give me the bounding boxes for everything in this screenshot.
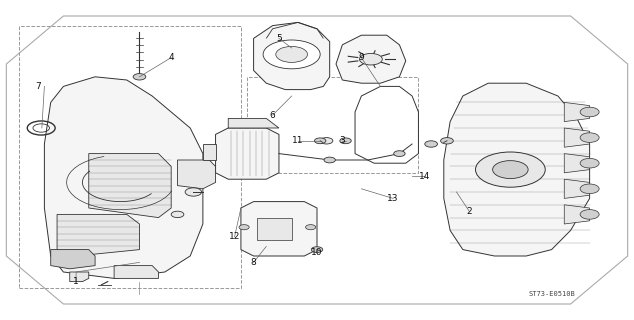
Circle shape <box>314 138 326 144</box>
Circle shape <box>580 133 599 142</box>
Bar <box>257 218 292 240</box>
Text: 12: 12 <box>229 232 240 241</box>
Polygon shape <box>44 77 203 278</box>
Circle shape <box>493 161 528 179</box>
Circle shape <box>580 107 599 117</box>
Circle shape <box>580 158 599 168</box>
Circle shape <box>580 184 599 194</box>
Circle shape <box>263 40 320 69</box>
Polygon shape <box>89 154 171 218</box>
Text: 8: 8 <box>250 258 257 267</box>
Circle shape <box>340 138 351 144</box>
Circle shape <box>185 188 202 196</box>
Polygon shape <box>203 144 216 160</box>
Bar <box>247 77 418 173</box>
Text: 6: 6 <box>269 111 276 120</box>
Polygon shape <box>178 160 216 189</box>
Bar <box>19 26 241 288</box>
Text: 10: 10 <box>311 248 323 257</box>
Polygon shape <box>336 35 406 83</box>
Circle shape <box>276 46 307 62</box>
Polygon shape <box>564 102 590 122</box>
Polygon shape <box>114 266 158 278</box>
Text: ST73-E0510B: ST73-E0510B <box>528 292 575 297</box>
Polygon shape <box>564 128 590 147</box>
Text: 4: 4 <box>169 53 174 62</box>
Polygon shape <box>228 118 279 128</box>
Text: 7: 7 <box>35 82 41 91</box>
Text: 3: 3 <box>339 136 346 145</box>
Polygon shape <box>254 22 330 90</box>
Polygon shape <box>241 202 317 256</box>
Polygon shape <box>70 272 89 282</box>
Circle shape <box>239 225 249 230</box>
Circle shape <box>476 152 545 187</box>
Circle shape <box>580 210 599 219</box>
Circle shape <box>171 211 184 218</box>
Polygon shape <box>444 83 590 256</box>
Text: 11: 11 <box>292 136 304 145</box>
Circle shape <box>320 138 333 144</box>
Text: 2: 2 <box>467 207 472 216</box>
Text: 1: 1 <box>73 277 79 286</box>
Polygon shape <box>564 179 590 198</box>
Circle shape <box>324 157 335 163</box>
Polygon shape <box>564 205 590 224</box>
Circle shape <box>133 74 146 80</box>
Circle shape <box>306 225 316 230</box>
Circle shape <box>425 141 437 147</box>
Text: 14: 14 <box>419 172 430 180</box>
Text: 5: 5 <box>276 34 282 43</box>
Circle shape <box>441 138 453 144</box>
Circle shape <box>359 53 382 65</box>
Polygon shape <box>57 214 139 256</box>
Polygon shape <box>564 154 590 173</box>
Text: 13: 13 <box>387 194 399 203</box>
Circle shape <box>394 151 405 156</box>
Circle shape <box>311 247 323 252</box>
Polygon shape <box>216 128 279 179</box>
Polygon shape <box>51 250 95 269</box>
Text: 9: 9 <box>358 53 365 62</box>
